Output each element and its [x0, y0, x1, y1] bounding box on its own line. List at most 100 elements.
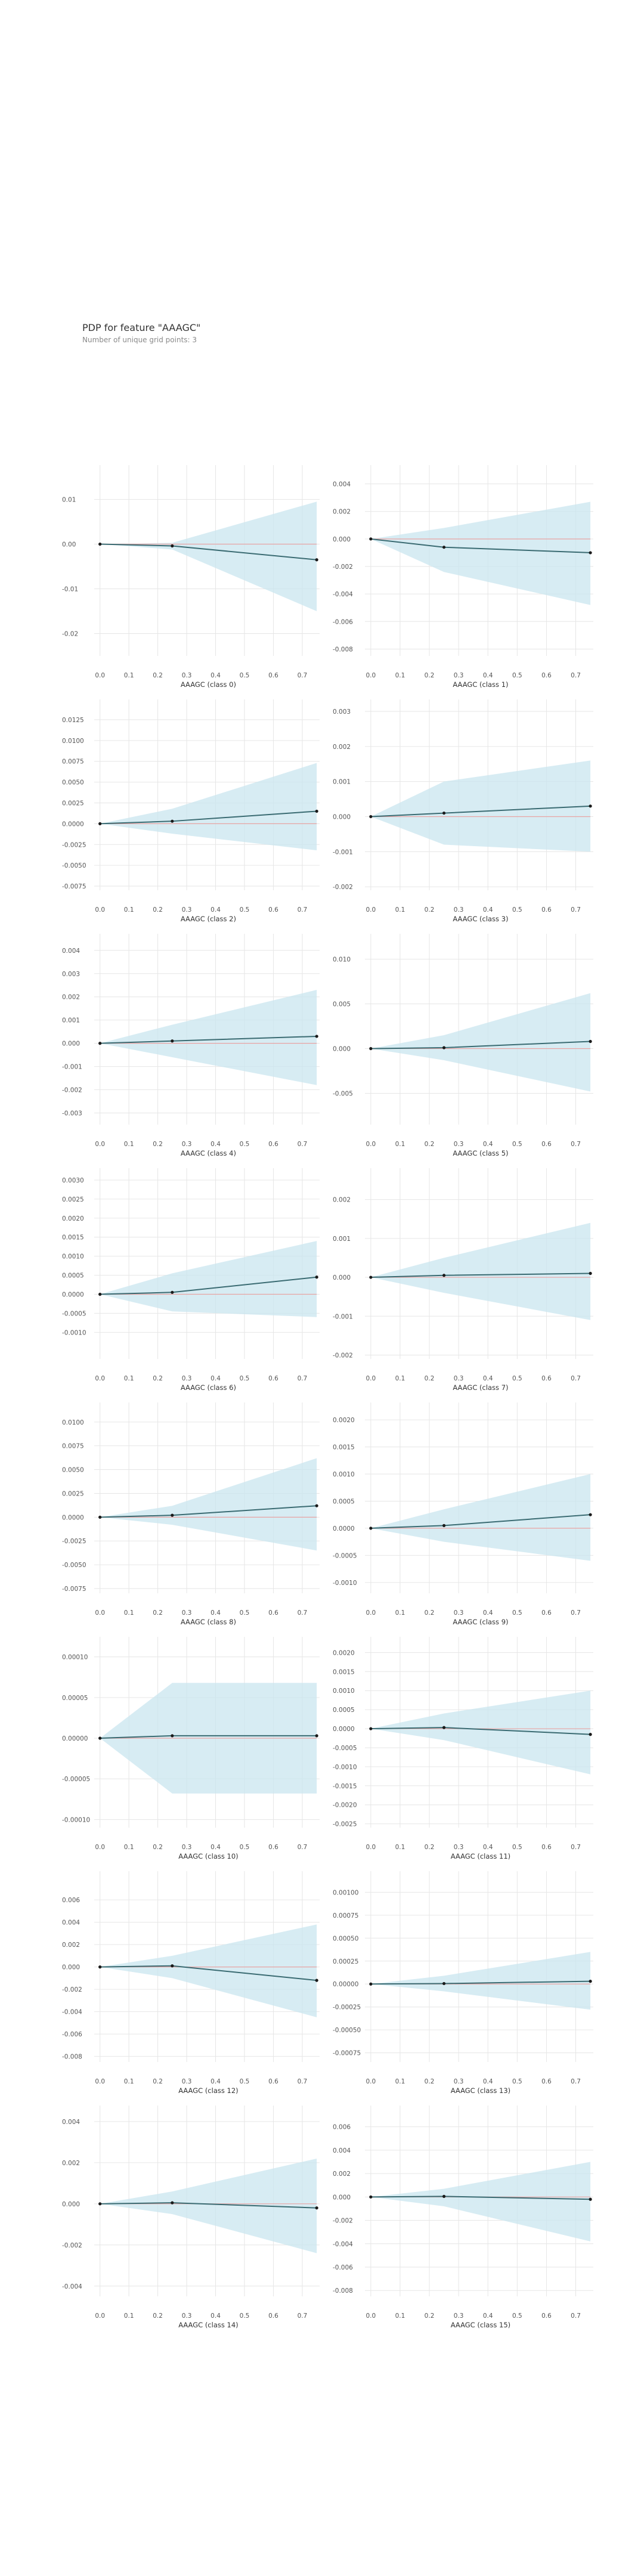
x-tick-label: 0.2: [425, 1141, 435, 1148]
x-axis-label: AAAGC (class 0): [181, 680, 236, 689]
y-tick-label: 0.0010: [62, 1253, 84, 1261]
x-tick-label: 0.1: [395, 1375, 405, 1382]
confidence-band: [100, 2158, 317, 2253]
y-tick-label: 0.00100: [333, 1889, 358, 1896]
x-tick-label: 0.7: [571, 1609, 581, 1617]
x-tick-label: 0.1: [124, 1375, 134, 1382]
y-tick-label: 0.006: [62, 1897, 80, 1904]
y-tick-label: 0.0100: [62, 1419, 84, 1426]
x-tick-label: 0.4: [483, 1609, 493, 1617]
x-tick-label: 0.4: [210, 1609, 221, 1617]
pdp-point: [171, 1513, 174, 1517]
x-axis-label: AAAGC (class 11): [451, 1852, 510, 1860]
pdp-panel-class-6: -0.0010 -0.0005 0.0000 0.0005 0.0010 0.0015 0.…: [62, 1168, 320, 1392]
y-tick-label: 0.00050: [333, 1935, 358, 1942]
x-tick-label: 0.3: [454, 672, 464, 679]
x-tick-label: 0.6: [541, 906, 552, 914]
x-tick-label: 0.7: [571, 2312, 581, 2320]
pdp-point: [589, 1271, 592, 1275]
y-tick-label: 0.0000: [62, 1291, 84, 1298]
y-tick-label: 0.0020: [62, 1215, 84, 1222]
pdp-panel-class-0: -0.02 -0.01 0.00 0.01 0.0 0.1 0.2 0.3 0.4 0.5 0.6 0…: [62, 465, 320, 689]
x-tick-label: 0.1: [395, 2312, 405, 2320]
x-tick-label: 0.6: [268, 1375, 278, 1382]
pdp-point: [315, 809, 318, 813]
pdp-panel-class-15: -0.008 -0.006 -0.004 -0.002 0.000 0.002 0.004 0…: [333, 2106, 593, 2329]
y-tick-label: 0.000: [333, 536, 351, 543]
pdp-point: [98, 2202, 102, 2206]
y-tick-label: 0.00000: [333, 1981, 358, 1988]
y-tick-label: 0.004: [62, 2119, 80, 2126]
pdp-panel-class-13: -0.00075 -0.00050 -0.00025 0.00000 0.00025 0.…: [333, 1871, 593, 2095]
x-tick-label: 0.6: [541, 1844, 552, 1851]
confidence-band: [100, 1241, 317, 1317]
pdp-point: [315, 1979, 318, 1982]
y-tick-label: 0.002: [333, 1197, 351, 1204]
pdp-point: [315, 558, 318, 562]
x-tick-label: 0.1: [124, 1844, 134, 1851]
y-tick-label: -0.0005: [333, 1552, 357, 1559]
x-tick-label: 0.7: [298, 672, 308, 679]
y-tick-label: 0.000: [333, 2194, 351, 2201]
x-tick-label: 0.5: [240, 906, 250, 914]
x-tick-label: 0.0: [366, 1844, 376, 1851]
x-tick-label: 0.1: [395, 2078, 405, 2085]
x-tick-label: 0.7: [298, 1141, 308, 1148]
y-tick-label: -0.00025: [333, 2004, 361, 2011]
x-axis-label: AAAGC (class 4): [181, 1149, 236, 1157]
x-axis-label: AAAGC (class 6): [181, 1383, 236, 1392]
x-tick-label: 0.0: [366, 2078, 376, 2085]
y-tick-label: 0.0000: [333, 1726, 355, 1733]
pdp-point: [369, 815, 373, 819]
y-tick-label: 0.006: [333, 2124, 351, 2131]
x-tick-label: 0.7: [298, 1375, 308, 1382]
y-tick-label: -0.008: [333, 646, 353, 653]
y-tick-label: 0.000: [62, 1041, 80, 1048]
confidence-band: [370, 1222, 591, 1320]
x-tick-label: 0.2: [153, 1844, 163, 1851]
y-tick-label: 0.0075: [62, 1443, 84, 1450]
pdp-point: [589, 1980, 592, 1983]
x-tick-label: 0.5: [512, 2312, 522, 2320]
x-tick-label: 0.4: [210, 2078, 221, 2085]
y-tick-label: 0.000: [333, 813, 351, 821]
y-tick-label: 0.00075: [333, 1912, 358, 1919]
x-tick-label: 0.7: [571, 672, 581, 679]
x-tick-label: 0.0: [366, 2312, 376, 2320]
x-tick-label: 0.6: [541, 2312, 552, 2320]
x-tick-label: 0.3: [454, 1375, 464, 1382]
x-tick-label: 0.6: [541, 672, 552, 679]
y-tick-label: -0.006: [333, 2264, 353, 2271]
y-tick-label: -0.005: [333, 1091, 353, 1098]
x-tick-label: 0.5: [512, 1609, 522, 1617]
x-tick-label: 0.5: [240, 672, 250, 679]
pdp-point: [589, 1733, 592, 1736]
y-tick-label: -0.0050: [62, 1562, 86, 1569]
y-tick-label: 0.002: [62, 2160, 80, 2167]
pdp-point: [98, 1736, 102, 1740]
y-tick-label: 0.002: [333, 744, 351, 751]
pdp-point: [442, 811, 446, 815]
y-tick-label: 0.004: [333, 2147, 351, 2154]
y-tick-label: 0.005: [333, 1001, 351, 1008]
page-subtitle: Number of unique grid points: 3: [82, 336, 197, 344]
pdp-point: [369, 1982, 373, 1986]
x-tick-label: 0.3: [182, 1141, 192, 1148]
x-axis-label: AAAGC (class 2): [181, 915, 236, 923]
y-tick-label: -0.004: [62, 2009, 82, 2016]
x-tick-label: 0.0: [95, 906, 105, 914]
y-tick-label: 0.0025: [62, 800, 84, 807]
x-tick-label: 0.5: [240, 2078, 250, 2085]
pdp-point: [442, 1726, 446, 1729]
x-tick-label: 0.3: [182, 1609, 192, 1617]
y-tick-label: 0.0050: [62, 779, 84, 787]
x-tick-label: 0.5: [512, 906, 522, 914]
x-tick-label: 0.1: [395, 906, 405, 914]
x-tick-label: 0.3: [182, 2312, 192, 2320]
pdp-panel-class-7: -0.002 -0.001 0.000 0.001 0.002 0.0 0.1 0.2 0.3 0…: [333, 1168, 593, 1392]
y-tick-label: -0.001: [333, 1313, 353, 1320]
x-tick-label: 0.5: [240, 1375, 250, 1382]
confidence-band: [370, 1690, 591, 1775]
confidence-band: [370, 760, 591, 852]
